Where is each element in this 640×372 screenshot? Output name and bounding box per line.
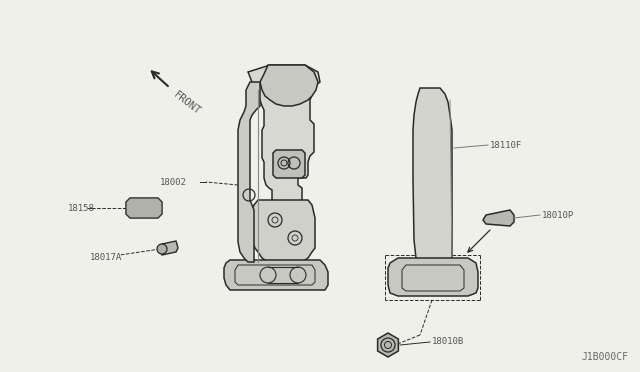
- Text: 18010B: 18010B: [432, 337, 464, 346]
- Polygon shape: [126, 198, 162, 218]
- Polygon shape: [260, 65, 318, 106]
- Text: 18158: 18158: [68, 203, 95, 212]
- Text: FRONT: FRONT: [172, 90, 203, 117]
- Text: 18017A: 18017A: [90, 253, 122, 263]
- Polygon shape: [248, 65, 320, 203]
- Text: 18010P: 18010P: [542, 211, 574, 219]
- Polygon shape: [413, 88, 452, 266]
- Polygon shape: [483, 210, 514, 226]
- Polygon shape: [273, 150, 305, 178]
- Polygon shape: [388, 258, 478, 296]
- Polygon shape: [126, 198, 162, 218]
- Text: 18110F: 18110F: [490, 141, 522, 150]
- Polygon shape: [252, 200, 315, 265]
- Polygon shape: [238, 82, 260, 262]
- Polygon shape: [224, 260, 328, 290]
- Circle shape: [157, 244, 167, 254]
- Polygon shape: [160, 241, 178, 255]
- Text: J1B000CF: J1B000CF: [581, 352, 628, 362]
- Text: 18002: 18002: [160, 177, 187, 186]
- Polygon shape: [378, 333, 398, 357]
